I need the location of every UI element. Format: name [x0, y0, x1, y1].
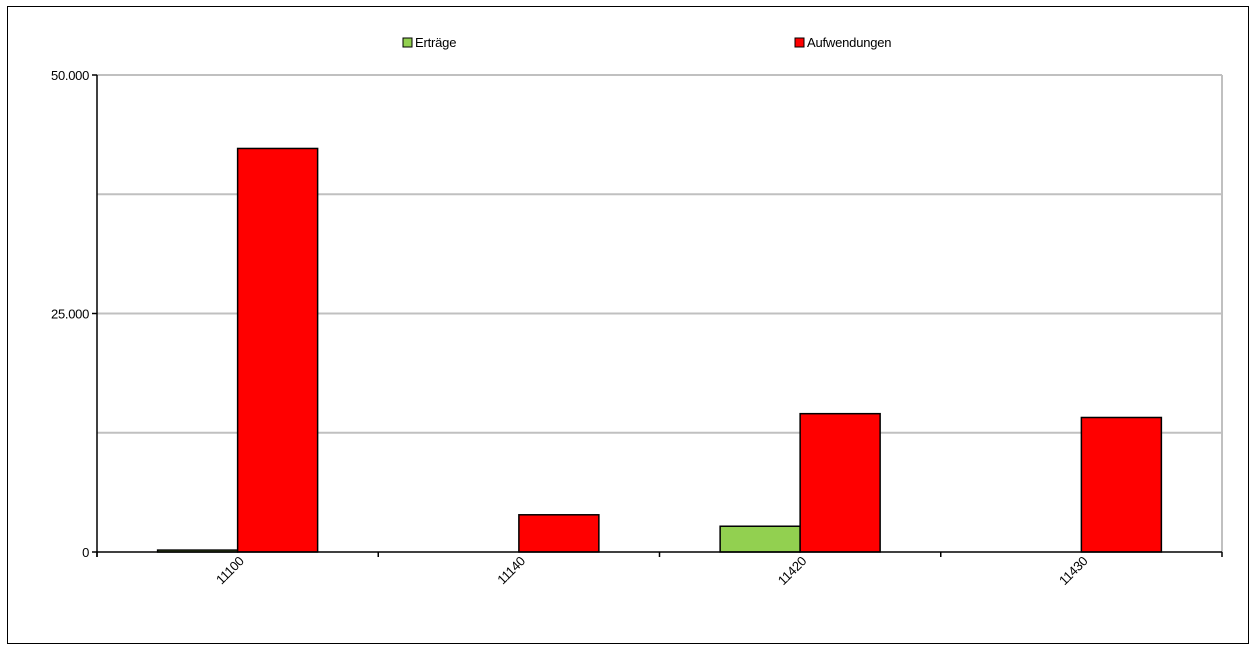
legend: Erträge Aufwendungen: [402, 35, 892, 50]
bar-aufwendungen-11430: [1080, 416, 1163, 553]
bar-ertraege-11420: [719, 525, 801, 553]
y-tick-label-0: 0: [82, 545, 89, 560]
legend-label-aufwendungen: Aufwendungen: [807, 35, 891, 50]
bar-aufwendungen-11100: [236, 147, 319, 553]
bar-aufwendungen-11140: [518, 514, 600, 553]
legend-swatch-aufwendungen: [794, 37, 805, 48]
y-tick-label-2: 50.000: [51, 68, 89, 83]
bar-aufwendungen-11420: [799, 412, 881, 553]
legend-label-ertraege: Erträge: [415, 35, 456, 50]
legend-swatch-ertraege: [402, 37, 413, 48]
y-tick-label-1: 25.000: [51, 307, 89, 322]
chart-border: [7, 6, 1249, 644]
bars: [156, 147, 1163, 553]
